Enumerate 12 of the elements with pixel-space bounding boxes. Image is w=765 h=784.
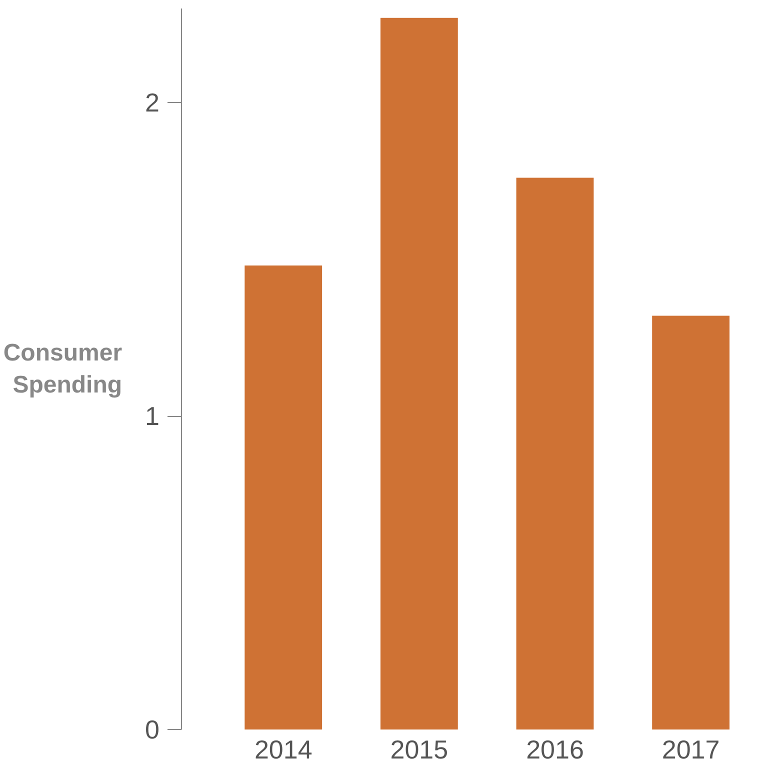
y-tick-label: 1: [145, 401, 160, 432]
x-tick-label: 2016: [526, 734, 584, 764]
x-tick-label: 2014: [254, 734, 312, 764]
y-tick-label: 0: [145, 714, 160, 744]
x-tick-label: 2017: [662, 734, 720, 764]
x-tick-label: 2015: [390, 734, 448, 764]
bar: [380, 18, 458, 730]
bar: [516, 178, 594, 730]
y-axis-title: Consumer Spending: [3, 339, 122, 399]
y-tick-label: 2: [145, 88, 160, 118]
bar: [652, 316, 730, 730]
bar: [244, 266, 322, 730]
